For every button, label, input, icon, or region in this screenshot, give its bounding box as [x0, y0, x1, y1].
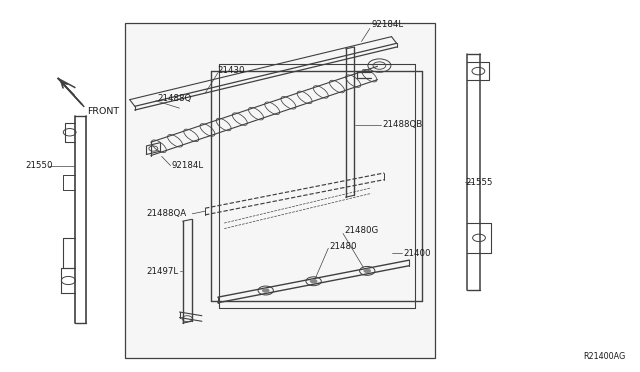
Text: 21400: 21400 — [403, 249, 431, 258]
Circle shape — [310, 279, 317, 283]
Text: 92184L: 92184L — [371, 20, 403, 29]
Text: 21488QB: 21488QB — [383, 121, 423, 129]
Text: 21488Q: 21488Q — [157, 94, 191, 103]
Text: 21480G: 21480G — [344, 226, 378, 235]
Text: 21555: 21555 — [466, 178, 493, 187]
Bar — [125, 23, 435, 358]
Text: R21400AG: R21400AG — [583, 352, 625, 361]
Circle shape — [364, 269, 371, 273]
Text: 21430: 21430 — [218, 66, 245, 75]
Text: FRONT: FRONT — [88, 107, 120, 116]
Circle shape — [262, 288, 269, 293]
Text: 21480: 21480 — [330, 241, 357, 250]
Text: 21497L: 21497L — [147, 267, 179, 276]
Text: 92184L: 92184L — [172, 161, 204, 170]
Text: 21550: 21550 — [25, 161, 52, 170]
Text: 21488QA: 21488QA — [147, 209, 186, 218]
